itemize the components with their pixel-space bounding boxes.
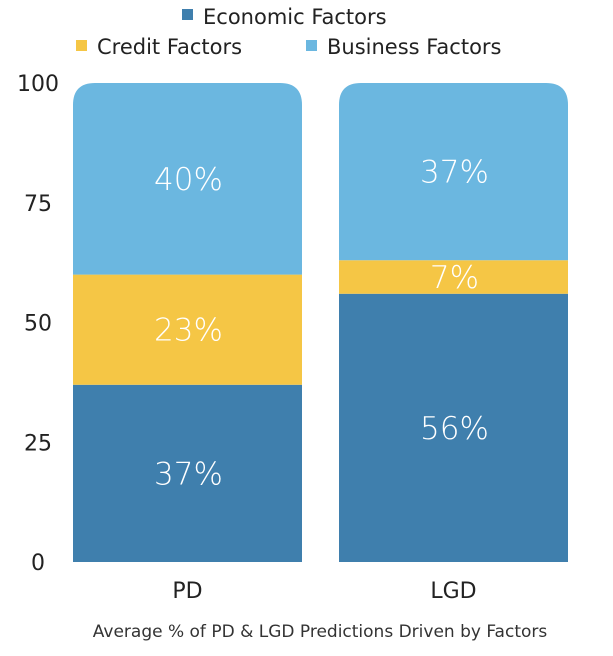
legend-label: Economic Factors — [203, 5, 387, 29]
legend-item-credit-factors: Credit Factors — [76, 35, 242, 59]
data-label: 40% — [154, 162, 223, 198]
bar-stack-lgd — [339, 83, 568, 562]
data-label: 56% — [420, 411, 489, 447]
y-tick-label: 0 — [31, 551, 45, 576]
bar-segment-pd-credit-factors — [73, 274, 302, 385]
data-label: 7% — [430, 260, 479, 296]
y-tick-label: 100 — [17, 72, 59, 97]
legend-item-economic-factors: Economic Factors — [182, 5, 387, 29]
legend-label: Business Factors — [327, 35, 502, 59]
legend: Economic Factors Credit Factors Business F… — [76, 5, 502, 59]
x-axis: PD LGD — [172, 579, 476, 604]
y-tick-label: 25 — [24, 431, 52, 456]
legend-item-business-factors: Business Factors — [306, 35, 502, 59]
bar-stack-pd — [73, 83, 302, 562]
y-axis: 0 25 50 75 100 — [17, 72, 59, 576]
bar-segment-pd-economic-factors — [73, 384, 302, 562]
legend-swatch — [306, 40, 317, 51]
legend-swatch — [182, 9, 193, 20]
x-tick-label: PD — [172, 579, 202, 604]
bar-segment-lgd-business-factors — [339, 83, 568, 261]
y-tick-label: 50 — [24, 312, 52, 337]
legend-swatch — [76, 40, 87, 51]
plot-area: 37% 23% 40% 56% 7% 37% — [73, 83, 568, 562]
chart-title: Average % of PD & LGD Predictions Driven… — [93, 622, 548, 642]
bar-segment-lgd-economic-factors — [339, 293, 568, 562]
data-label: 37% — [154, 456, 223, 492]
data-label: 23% — [154, 313, 223, 349]
data-label: 37% — [420, 155, 489, 191]
x-tick-label: LGD — [430, 579, 476, 604]
y-tick-label: 75 — [24, 192, 52, 217]
bar-segment-lgd-credit-factors — [339, 260, 568, 294]
legend-label: Credit Factors — [97, 35, 242, 59]
bar-segment-pd-business-factors — [73, 83, 302, 275]
